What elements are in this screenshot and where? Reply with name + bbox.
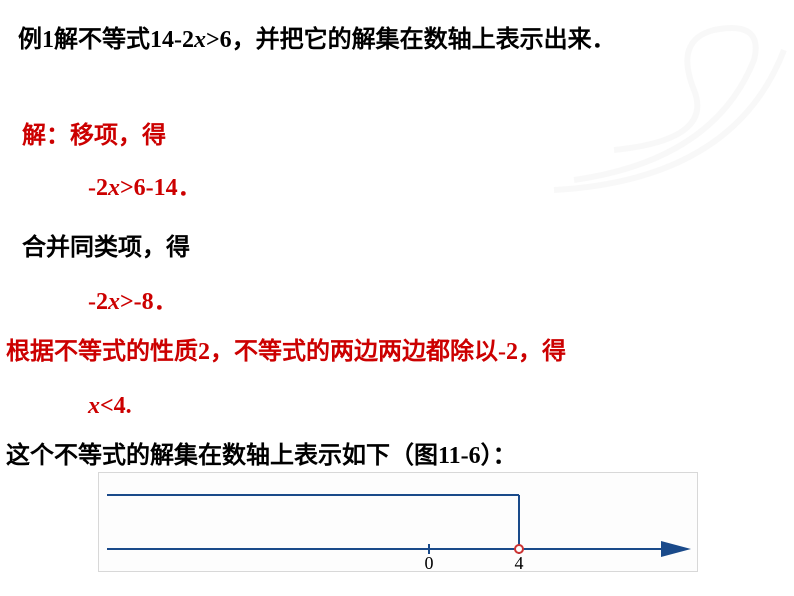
number-line-svg: 0 4 (99, 473, 699, 573)
axis-arrow (661, 541, 691, 557)
problem-suffix: ，并把它的解集在数轴上表示出来． (232, 27, 616, 53)
problem-expr-after: >6 (206, 27, 232, 53)
solution-line-5: 根据不等式的性质2，不等式的两边两边都除以-2，得 (6, 334, 566, 370)
open-circle-4 (515, 545, 523, 553)
solution-line-6: x<4. (88, 388, 132, 424)
tick-label-0: 0 (425, 553, 434, 573)
problem-x: x (194, 27, 206, 53)
solution-line-1: 解：移项，得 (22, 118, 166, 154)
problem-statement: 例1解不等式14-2x>6，并把它的解集在数轴上表示出来． (18, 22, 774, 58)
solution-line-4: -2x>-8． (88, 284, 178, 320)
number-line-figure: 0 4 (98, 472, 698, 572)
solution-line-7: 这个不等式的解集在数轴上表示如下（图11-6）： (6, 438, 517, 474)
solution-line-2: -2x>6-14． (88, 170, 202, 206)
tick-label-4: 4 (515, 553, 524, 573)
solution-line-3: 合并同类项，得 (22, 230, 190, 266)
problem-prefix: 例1解不等式 (18, 27, 150, 53)
problem-expr-before: 14-2 (150, 27, 194, 53)
